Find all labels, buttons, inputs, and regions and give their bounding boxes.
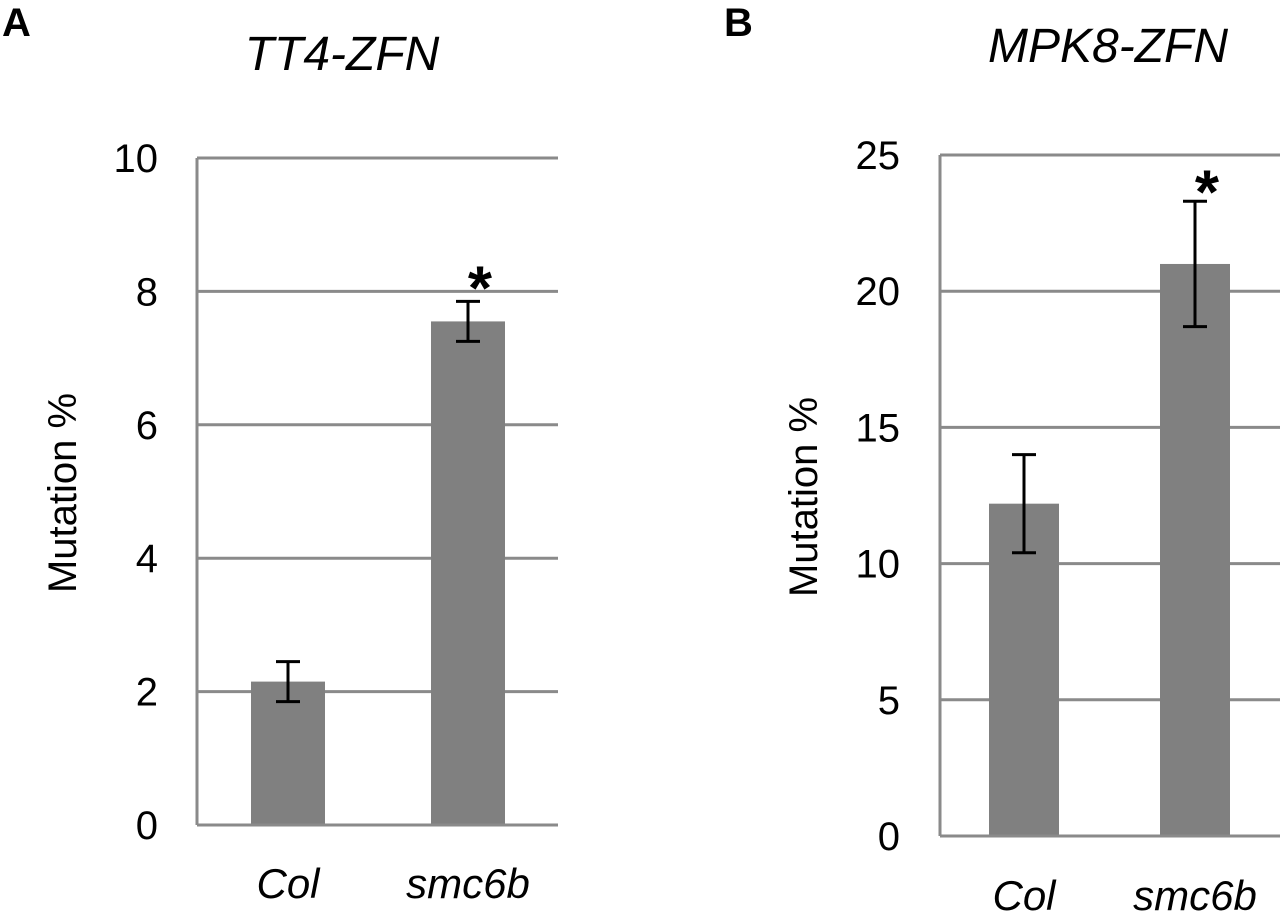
y-tick-label: 10 (856, 543, 901, 587)
y-tick-label: 25 (856, 134, 901, 178)
x-category-label: smc6b (1133, 872, 1257, 912)
y-tick-label: 2 (136, 671, 158, 715)
bar (1160, 263, 1230, 837)
panel-b: B MPK8-ZFN Mutation % 0 5 10 15 20 25 Col * smc6… (724, 1, 1280, 912)
y-tick-label: 0 (878, 815, 900, 859)
plot-area-b: 0 5 10 15 20 25 Col * smc6b (856, 134, 1280, 912)
bar (431, 321, 505, 825)
panel-a: A TT4-ZFN Mutation % 0 2 4 6 8 10 Col * smc6b (2, 1, 558, 907)
y-tick-label: 6 (136, 404, 158, 448)
y-tick-label: 15 (856, 406, 901, 450)
significance-marker: * (1195, 158, 1220, 227)
y-tick-label: 0 (136, 804, 158, 848)
plot-area-a: 0 2 4 6 8 10 Col * smc6b (114, 137, 558, 907)
y-tick-label: 5 (878, 679, 900, 723)
bar (251, 681, 325, 825)
y-axis-label-a: Mutation % (41, 393, 85, 593)
x-category-label: Col (992, 872, 1057, 912)
y-tick-label: 20 (856, 270, 901, 314)
panel-letter-b: B (724, 1, 753, 45)
chart-title-b: MPK8-ZFN (988, 20, 1228, 73)
bar (989, 503, 1059, 836)
x-category-label: Col (256, 860, 321, 907)
significance-marker: * (468, 254, 493, 323)
chart-title-a: TT4-ZFN (245, 28, 440, 81)
x-category-label: smc6b (406, 860, 530, 907)
y-tick-label: 4 (136, 537, 158, 581)
panel-letter-a: A (2, 1, 31, 45)
y-tick-label: 8 (136, 270, 158, 314)
y-tick-label: 10 (114, 137, 159, 181)
y-axis-label-b: Mutation % (782, 397, 826, 597)
